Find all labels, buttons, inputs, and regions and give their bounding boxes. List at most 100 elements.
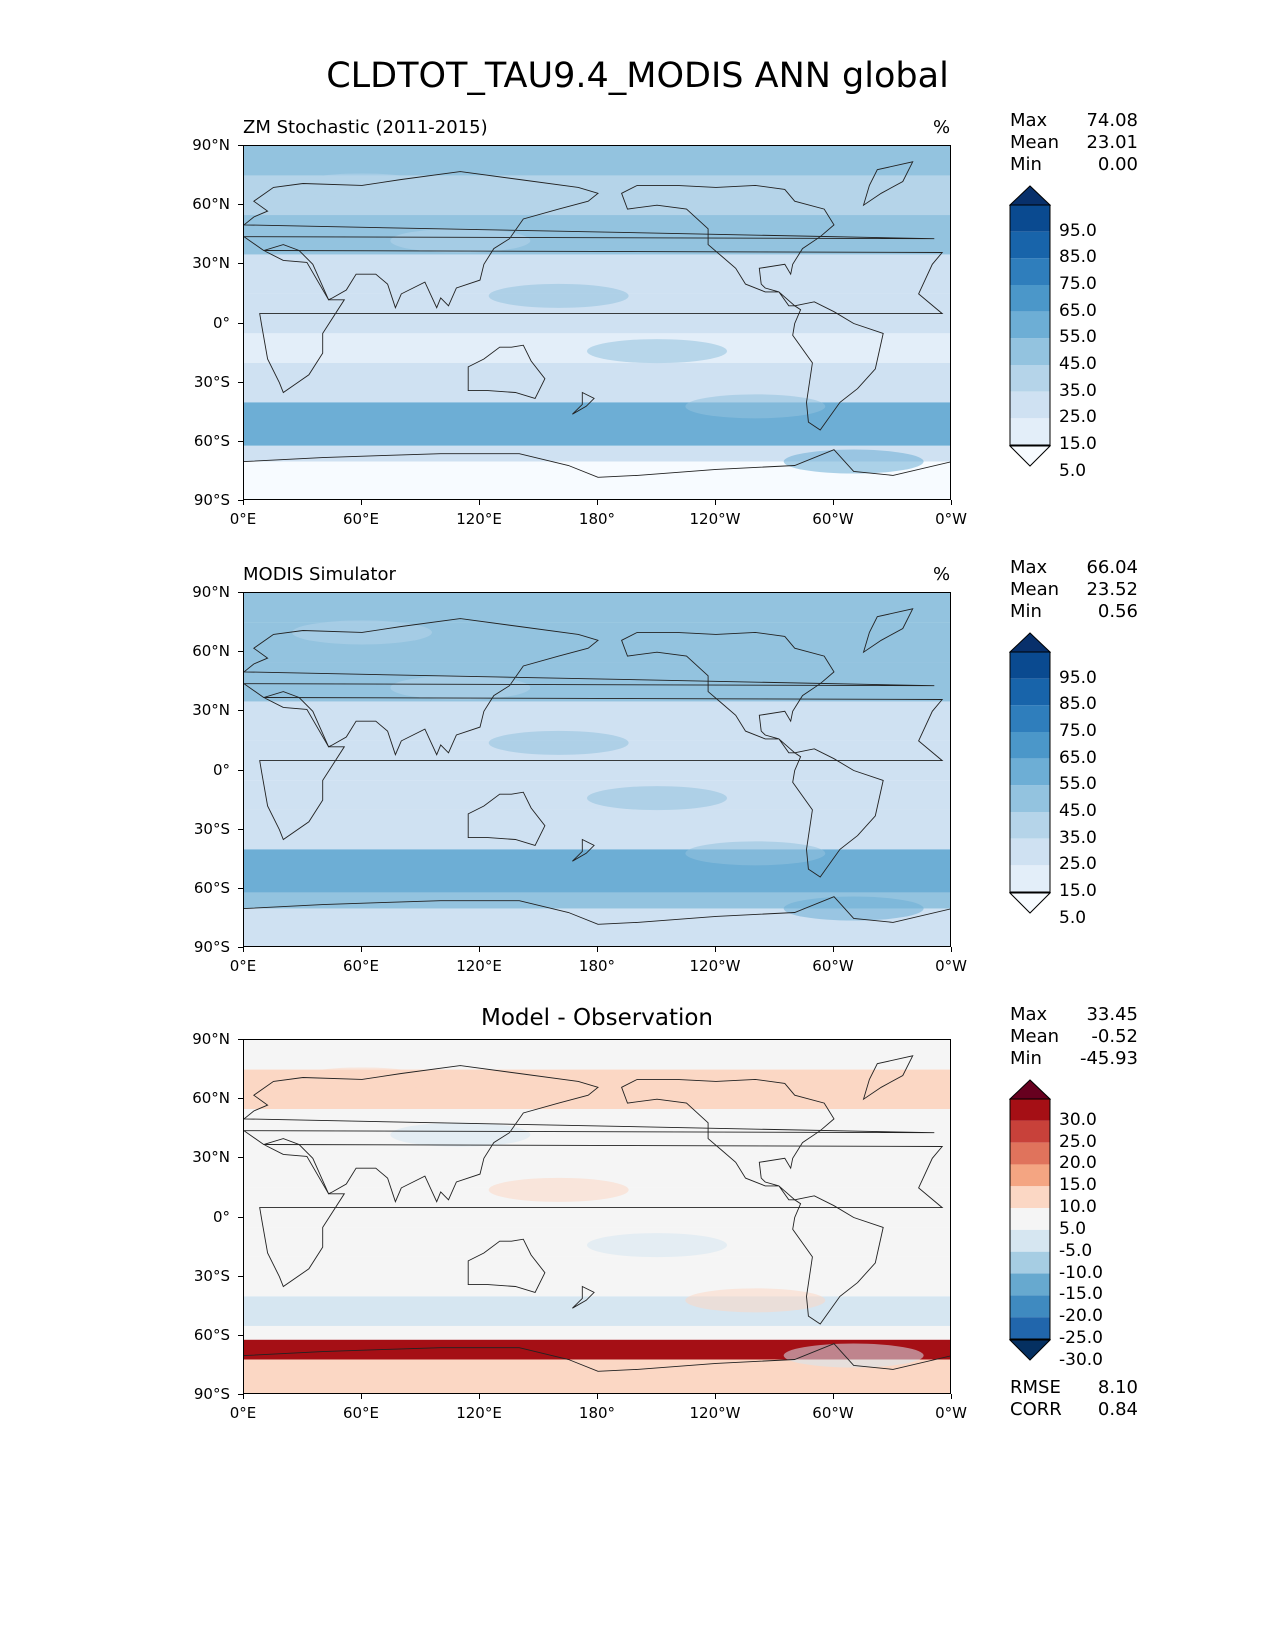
stat-label: Max (1010, 1004, 1048, 1025)
y-tick-mark (238, 1394, 243, 1395)
colorbar-label: 85.0 (1059, 247, 1097, 268)
colorbar-label: 65.0 (1059, 300, 1097, 321)
y-tick-label: 60°N (192, 1089, 230, 1108)
eurasia-outline (244, 1065, 935, 1203)
new-zealand-outline (572, 1285, 595, 1309)
lat-band (244, 402, 950, 446)
north-america-outline (621, 1078, 835, 1201)
field-patch (488, 283, 629, 308)
lat-band (244, 362, 950, 403)
colorbar-segment (1010, 1229, 1050, 1252)
colorbar-segment (1010, 1099, 1050, 1121)
lat-band (244, 215, 950, 255)
colorbar-frame (1009, 651, 1051, 893)
field-patch (390, 675, 531, 700)
colorbar-label: 15.0 (1059, 434, 1097, 454)
figure-title: CLDTOT_TAU9.4_MODIS ANN global (326, 56, 949, 96)
map-svg (244, 146, 950, 499)
map-panel (243, 592, 951, 947)
greenland-outline (862, 161, 914, 207)
colorbar-segment (1010, 258, 1050, 285)
x-tick-label: 60°E (342, 510, 380, 528)
y-tick-label: 90°N (192, 1030, 230, 1048)
lat-band (244, 892, 950, 909)
x-tick-label: 0°E (229, 510, 257, 528)
y-tick-mark (238, 1334, 243, 1336)
x-tick-mark (597, 947, 598, 952)
colorbar-label: 20.0 (1059, 1153, 1097, 1174)
lat-band (244, 146, 950, 176)
x-tick-mark (715, 947, 716, 952)
field-patch (587, 786, 727, 811)
colorbar-label: 35.0 (1059, 827, 1097, 848)
map-panel (243, 145, 951, 500)
colorbar-segment (1010, 1251, 1050, 1274)
stat-label: Max (1010, 557, 1048, 578)
y-tick-label: 30°S (193, 819, 230, 838)
y-tick-label: 90°S (193, 1385, 230, 1403)
colorbar-label: 45.0 (1059, 801, 1097, 821)
stat-row: Min -45.93 (1010, 1048, 1138, 1070)
stat-value: 0.56 (1097, 601, 1138, 622)
colorbar-extend-top (1009, 632, 1051, 653)
x-tick-mark (479, 1394, 480, 1399)
x-tick-label: 120°E (456, 957, 502, 975)
x-tick-mark (361, 1394, 362, 1399)
colorbar-label: 5.0 (1059, 1218, 1087, 1239)
colorbar-segment (1010, 1273, 1050, 1296)
south-america-outline (792, 1195, 884, 1325)
lat-band (244, 1339, 950, 1360)
x-tick-label: 120°W (689, 957, 741, 975)
map-svg (244, 1040, 950, 1393)
colorbar-label: 25.0 (1059, 854, 1097, 875)
stat-label: Mean (1010, 579, 1060, 600)
x-tick-label: 180° (578, 957, 616, 975)
y-tick-label: 30°N (192, 1148, 230, 1167)
x-tick-mark (361, 947, 362, 952)
lat-band (244, 1040, 950, 1070)
y-tick-mark (238, 887, 243, 889)
x-tick-mark (243, 1394, 244, 1399)
colorbar-frame (1009, 204, 1051, 446)
stat-value: 23.52 (1086, 579, 1138, 600)
stat-row: Max 66.04 (1010, 557, 1138, 579)
colorbar-label: -5.0 (1059, 1240, 1093, 1261)
lat-band (244, 1109, 950, 1149)
x-tick-label: 0°W (935, 1404, 967, 1422)
colorbar-label: 75.0 (1059, 721, 1097, 741)
colorbar-label: -20.0 (1059, 1306, 1103, 1327)
stat-row: Max 74.08 (1010, 110, 1138, 132)
field-patch (488, 730, 629, 755)
south-america-outline (792, 301, 884, 431)
colorbar-segment (1010, 205, 1050, 232)
x-tick-label: 120°E (456, 1404, 502, 1422)
colorbar-label: 55.0 (1059, 774, 1097, 795)
colorbar-extend-top (1009, 185, 1051, 206)
panel-units: % (933, 564, 951, 585)
y-tick-label: 30°N (192, 254, 230, 273)
field-patch (685, 394, 826, 419)
colorbar-segment (1010, 758, 1050, 786)
colorbar-segment (1010, 1142, 1050, 1165)
panel-title: ZM Stochastic (2011-2015) (243, 117, 488, 138)
x-tick-label: 0°E (229, 957, 257, 975)
greenland-outline (862, 1055, 914, 1101)
stats-box: Max 33.45 Mean -0.52 Min -45.93 (1010, 1004, 1138, 1070)
colorbar-extend-bottom (1009, 445, 1051, 467)
x-tick-label: 60°E (342, 957, 380, 975)
stat-value: -45.93 (1079, 1048, 1138, 1069)
stat-row: Max 33.45 (1010, 1004, 1138, 1026)
colorbar-segment (1010, 678, 1050, 706)
y-tick-label: 60°S (193, 1325, 230, 1344)
colorbar-label: 95.0 (1059, 667, 1097, 688)
new-zealand-outline (572, 838, 595, 862)
colorbar-segment (1010, 705, 1050, 732)
lat-band (244, 445, 950, 462)
stat-label: Min (1010, 1048, 1042, 1069)
y-tick-label: 30°S (193, 372, 230, 391)
north-america-outline (621, 631, 835, 754)
x-tick-mark (479, 947, 480, 952)
y-tick-mark (238, 381, 243, 383)
y-tick-label: 30°S (193, 1266, 230, 1285)
lat-band (244, 1325, 950, 1340)
